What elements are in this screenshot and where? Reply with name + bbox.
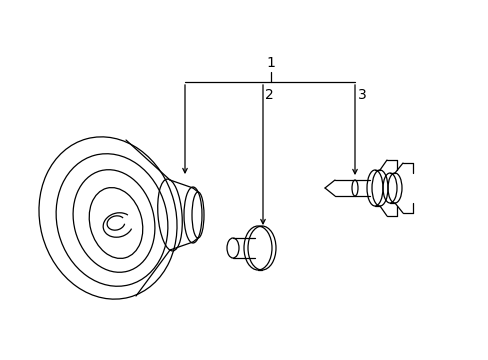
Text: 1: 1 <box>266 56 275 70</box>
Text: 2: 2 <box>264 88 273 102</box>
Text: 3: 3 <box>357 88 366 102</box>
